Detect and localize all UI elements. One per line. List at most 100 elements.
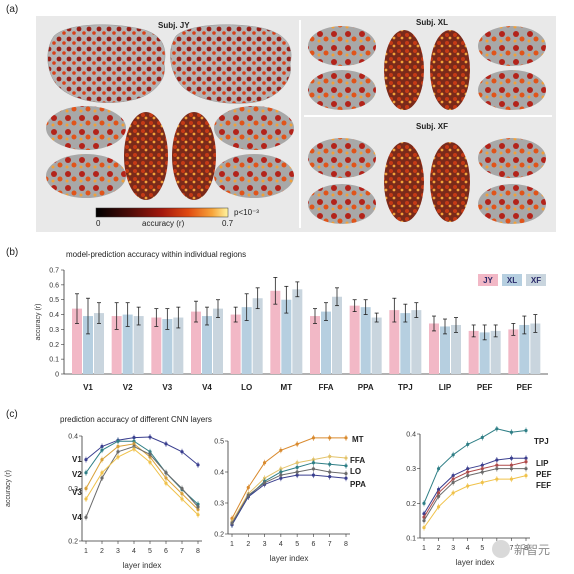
x-tick-label: 8 bbox=[196, 548, 200, 555]
series-label: TPJ bbox=[534, 437, 549, 446]
bar-jy bbox=[349, 305, 360, 374]
y-tick-label: 0.1 bbox=[49, 357, 59, 364]
category-label: PEF bbox=[517, 383, 533, 392]
brain-medial-right-xl bbox=[478, 70, 546, 110]
bar-xf bbox=[530, 323, 541, 374]
bar-xl bbox=[360, 307, 371, 374]
category-label: V1 bbox=[83, 383, 93, 392]
x-tick-label: 2 bbox=[246, 541, 250, 548]
bar-xf bbox=[451, 324, 461, 374]
y-tick-label: 0.3 bbox=[68, 486, 78, 493]
bar-xl bbox=[122, 314, 133, 374]
y-tick-label: 0.3 bbox=[214, 501, 224, 508]
panel-a-label: (a) bbox=[6, 4, 19, 15]
x-tick-label: 3 bbox=[451, 545, 455, 552]
y-tick-label: 0.4 bbox=[68, 434, 78, 441]
colorbar-title: accuracy (r) bbox=[142, 219, 185, 228]
brain-ventral-right-xl bbox=[430, 30, 470, 110]
y-axis-label: accuracy (r) bbox=[35, 304, 42, 341]
series-label: LO bbox=[350, 467, 361, 476]
colorbar bbox=[95, 207, 229, 218]
legend-swatch bbox=[478, 274, 498, 286]
y-tick-label: 0.1 bbox=[406, 536, 416, 543]
brain-medial-right-xf bbox=[478, 184, 546, 224]
legend-label: XL bbox=[507, 276, 517, 285]
y-tick-label: 0.5 bbox=[49, 297, 59, 304]
brain-lateral-right-xf bbox=[478, 138, 546, 178]
series-line bbox=[85, 436, 199, 466]
legend-swatch bbox=[526, 274, 546, 286]
x-tick-label: 7 bbox=[328, 541, 332, 548]
bar-xl bbox=[321, 311, 331, 374]
category-label: PPA bbox=[358, 383, 374, 392]
line-chart-ventral: 0.2 0.3 0.4 0.5 1 2 3 4 5 6 7 8 layer index MT FFA LO PP… bbox=[214, 434, 366, 563]
y-tick-label: 0.7 bbox=[49, 268, 59, 275]
series-line bbox=[85, 448, 199, 516]
x-tick-label: 2 bbox=[100, 548, 104, 555]
bar-xl bbox=[440, 326, 450, 374]
bar-xl bbox=[162, 319, 173, 374]
y-axis-label: accuracy (r) bbox=[5, 470, 12, 507]
category-label: V2 bbox=[123, 383, 133, 392]
brain-maps-panel: Subj. JY Subj. XL Subj. XF 0 accuracy (r… bbox=[36, 16, 556, 232]
series-label: PPA bbox=[350, 480, 366, 489]
x-tick-label: 7 bbox=[509, 545, 513, 552]
y-tick-label: 0.3 bbox=[406, 466, 416, 473]
y-tick-label: 0.6 bbox=[49, 282, 59, 289]
bar-xl bbox=[202, 316, 212, 374]
series-label: V3 bbox=[72, 488, 82, 497]
bar-xl bbox=[281, 299, 292, 374]
series-line bbox=[423, 468, 526, 521]
brain-lateral-right-jy bbox=[214, 106, 294, 150]
series-label: FEF bbox=[536, 481, 551, 490]
series-label: FFA bbox=[350, 456, 365, 465]
panel-b-title: model-prediction accuracy within individ… bbox=[66, 250, 247, 259]
x-axis-label: layer index bbox=[123, 561, 162, 570]
brain-medial-left-jy bbox=[46, 154, 126, 198]
flatmap-left bbox=[47, 24, 166, 103]
brain-ventral-left-xf bbox=[384, 142, 424, 222]
category-label: V3 bbox=[162, 383, 172, 392]
x-tick-label: 2 bbox=[437, 545, 441, 552]
bar-xf bbox=[133, 316, 144, 374]
brain-maps-figure bbox=[46, 20, 552, 228]
bar-jy bbox=[310, 316, 320, 374]
wechat-logo-icon bbox=[492, 540, 510, 558]
x-tick-label: 6 bbox=[164, 548, 168, 555]
bar-xf bbox=[292, 289, 303, 374]
series-line bbox=[423, 461, 527, 518]
subject-label-xl: Subj. XL bbox=[416, 18, 448, 27]
legend-swatch bbox=[502, 274, 522, 286]
x-axis-label: layer index bbox=[456, 558, 495, 567]
category-label: PEF bbox=[477, 383, 493, 392]
legend-label: JY bbox=[483, 276, 493, 285]
series-line bbox=[231, 437, 346, 519]
bar-xf bbox=[173, 317, 184, 374]
y-tick-label: 0.4 bbox=[214, 470, 224, 477]
x-tick-label: 5 bbox=[148, 548, 152, 555]
x-tick-label: 4 bbox=[279, 541, 283, 548]
bar-xf bbox=[411, 310, 422, 374]
bar-xl bbox=[83, 316, 93, 374]
x-tick-label: 1 bbox=[422, 545, 426, 552]
x-tick-label: 6 bbox=[311, 541, 315, 548]
y-tick-label: 0 bbox=[55, 372, 59, 379]
bar-xl bbox=[241, 307, 252, 374]
series-label: PEF bbox=[536, 470, 552, 479]
bar-jy bbox=[508, 329, 519, 374]
bar-xf bbox=[490, 330, 501, 374]
bar-jy bbox=[191, 311, 201, 374]
brain-ventral-right-jy bbox=[172, 112, 216, 200]
x-tick-label: 7 bbox=[180, 548, 184, 555]
series-label: V2 bbox=[72, 470, 82, 479]
x-tick-label: 3 bbox=[116, 548, 120, 555]
bar-jy bbox=[230, 314, 241, 374]
panel-c-label: (c) bbox=[6, 409, 18, 420]
colorbar-threshold: p<10⁻³ bbox=[234, 208, 259, 217]
bar-chart: 0 0.1 0.2 0.3 0.4 0.5 0.6 0.7 accuracy (r) V1 V2 V3… bbox=[35, 268, 548, 392]
y-tick-label: 0.4 bbox=[406, 432, 416, 439]
bar-xf bbox=[213, 308, 223, 374]
y-tick-label: 0.5 bbox=[214, 439, 224, 446]
category-label: TPJ bbox=[398, 383, 413, 392]
panel-c-title: prediction accuracy of different CNN lay… bbox=[60, 415, 212, 424]
